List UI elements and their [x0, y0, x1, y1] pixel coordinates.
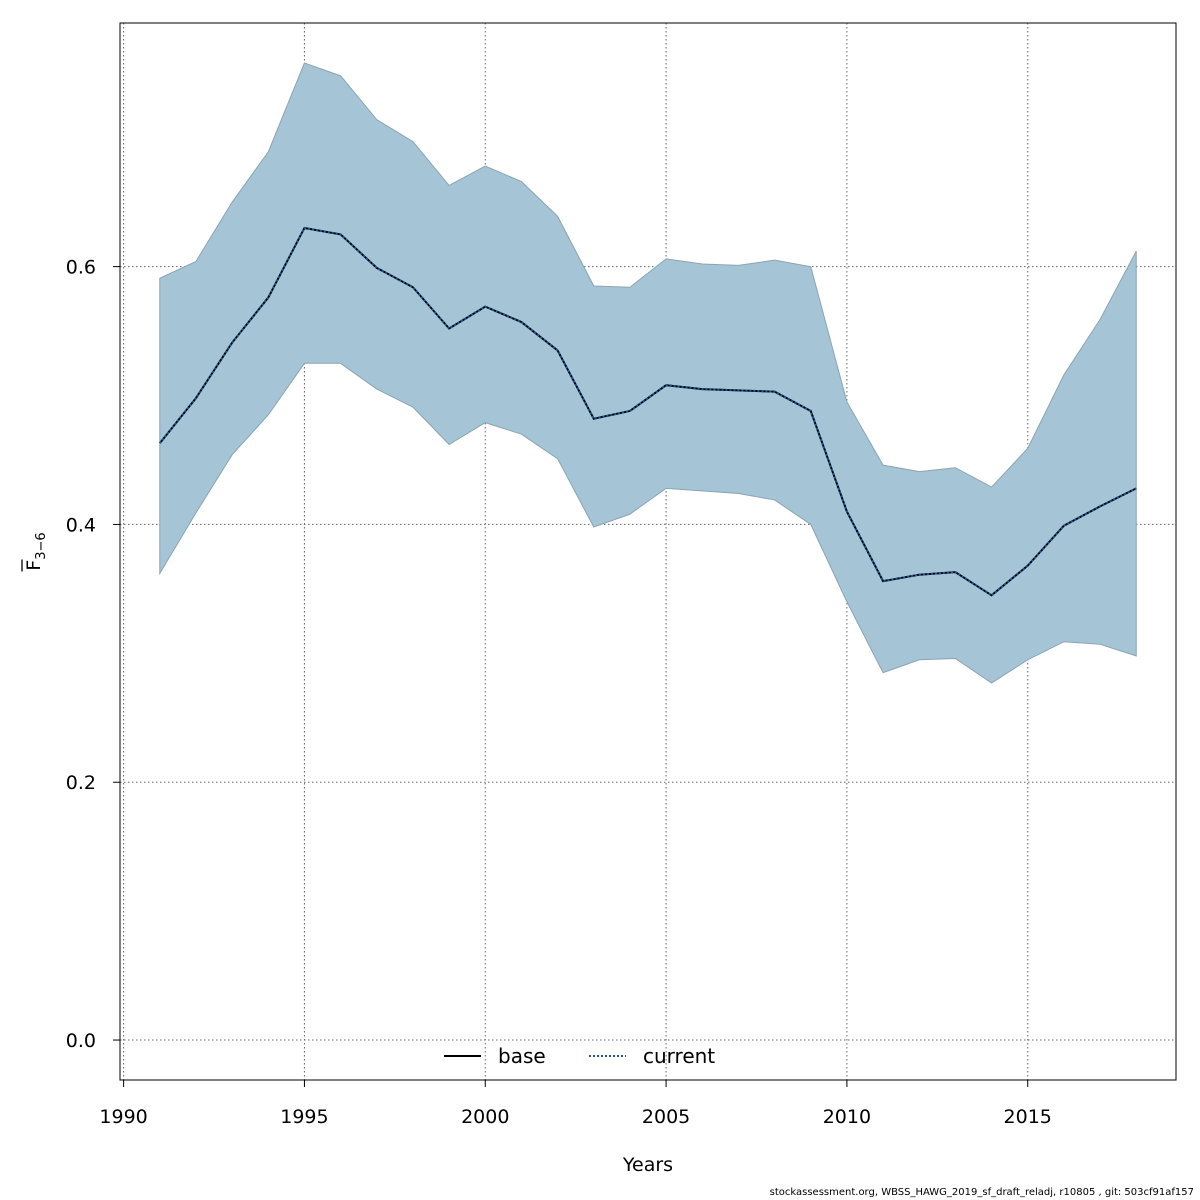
x-tick-label-2015: 2015	[1004, 1106, 1052, 1128]
legend: base current	[444, 1044, 715, 1068]
y-tick-label-0: 0.0	[66, 1030, 96, 1052]
x-tick-label-2010: 2010	[823, 1106, 871, 1128]
svg-text:F3−6: F3−6	[23, 532, 49, 570]
x-axis: 1990 1995 2000 2005 2010 2015	[99, 1079, 1052, 1128]
y-tick-label-1: 0.2	[66, 772, 96, 794]
y-tick-label-3: 0.6	[66, 257, 96, 279]
series-layer	[159, 226, 1137, 597]
y-axis-title: F3−6	[21, 532, 49, 572]
x-axis-title: Years	[622, 1154, 673, 1176]
y-axis-title-subscript: 3−6	[34, 532, 49, 559]
confidence-band	[159, 62, 1137, 684]
legend-label-base: base	[498, 1044, 546, 1068]
y-axis-title-main: F	[23, 560, 45, 571]
y-axis: 0.0 0.2 0.4 0.6	[66, 257, 121, 1052]
x-tick-label-2000: 2000	[461, 1106, 509, 1128]
x-tick-label-1995: 1995	[280, 1106, 328, 1128]
legend-label-current: current	[643, 1044, 715, 1068]
y-tick-label-2: 0.4	[66, 514, 96, 536]
confidence-band-layer	[159, 62, 1137, 684]
x-tick-label-2005: 2005	[642, 1106, 690, 1128]
x-tick-label-1990: 1990	[99, 1106, 147, 1128]
series-line-current	[159, 226, 1137, 597]
footer-credit: stockassessment.org, WBSS_HAWG_2019_sf_d…	[769, 1187, 1194, 1198]
